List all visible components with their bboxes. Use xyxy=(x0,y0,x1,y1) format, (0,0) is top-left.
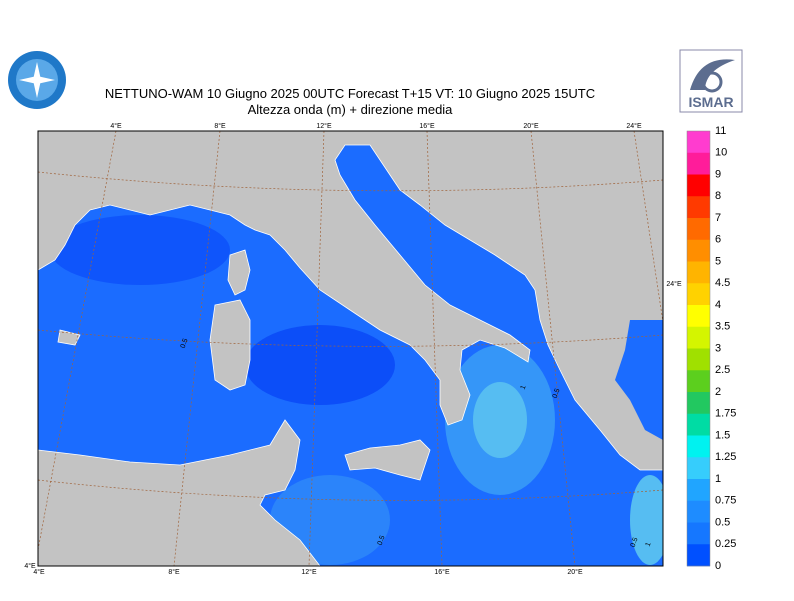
map xyxy=(38,131,663,566)
colorbar-label: 8 xyxy=(715,190,721,202)
colorbar-label: 1.75 xyxy=(715,408,736,420)
lon-label: 20°E xyxy=(523,122,539,130)
colorbar-label: 2 xyxy=(715,386,721,398)
colorbar-bin xyxy=(687,131,710,154)
logo-left xyxy=(8,51,66,109)
lon-label: 24°E xyxy=(666,280,682,288)
lon-label: 12°E xyxy=(301,568,317,576)
subtitle: Altezza onda (m) + direzione media xyxy=(248,102,454,117)
colorbar-label: 0.5 xyxy=(715,516,730,528)
lon-label: 20°E xyxy=(567,568,583,576)
colorbar-bin xyxy=(687,392,710,415)
colorbar-bin xyxy=(687,196,710,219)
colorbar-bin xyxy=(687,544,710,567)
colorbar-bin xyxy=(687,174,710,197)
lon-label: 16°E xyxy=(419,122,435,130)
lon-label: 4°E xyxy=(110,122,122,130)
colorbar-label: 2.5 xyxy=(715,364,730,376)
lon-label: 12°E xyxy=(316,122,332,130)
colorbar-bin xyxy=(687,457,710,480)
colorbar-bin xyxy=(687,348,710,371)
contour-label: 1 xyxy=(645,541,653,547)
colorbar-bin xyxy=(687,283,710,306)
contour-label: 0.5 xyxy=(630,537,640,549)
lon-label: 16°E xyxy=(434,568,450,576)
colorbar-bin xyxy=(687,239,710,262)
colorbar-label: 6 xyxy=(715,234,721,246)
colorbar-bin xyxy=(687,500,710,523)
colorbar-bin xyxy=(687,152,710,175)
colorbar-label: 5 xyxy=(715,255,721,267)
colorbar-label: 4 xyxy=(715,299,721,311)
lon-label: 8°E xyxy=(168,568,180,576)
contour-label: 0.5 xyxy=(552,388,562,400)
colorbar-label: 10 xyxy=(715,147,727,159)
lon-label: 8°E xyxy=(214,122,226,130)
contour-label: 0.5 xyxy=(180,338,190,350)
colorbar-label: 3.5 xyxy=(715,321,730,333)
colorbar-bin xyxy=(687,522,710,545)
colorbar-label: 11 xyxy=(715,125,726,137)
colorbar-bin xyxy=(687,305,710,328)
colorbar-bin xyxy=(687,435,710,458)
colorbar-bin xyxy=(687,326,710,349)
lon-label: 4°E xyxy=(33,568,45,576)
colorbar-frame xyxy=(686,130,711,567)
colorbar-label: 1 xyxy=(715,473,721,485)
colorbar-label: 1.5 xyxy=(715,429,730,441)
colorbar-bin xyxy=(687,261,710,284)
logo-right: ISMAR xyxy=(679,49,743,113)
title: NETTUNO-WAM 10 Giugno 2025 00UTC Forecas… xyxy=(105,86,595,101)
colorbar-label: 0.75 xyxy=(715,495,736,507)
colorbar-label: 0.25 xyxy=(715,538,736,550)
colorbar-bin xyxy=(687,479,710,502)
colorbar-label: 1.25 xyxy=(715,451,736,463)
colorbar-label: 4.5 xyxy=(715,277,730,289)
colorbar-label: 7 xyxy=(715,212,721,224)
logo-text: ISMAR xyxy=(688,94,733,110)
colorbar-bin xyxy=(687,370,710,393)
colorbar-label: 9 xyxy=(715,168,721,180)
colorbar-label: 3 xyxy=(715,342,721,354)
contour-label: 0.5 xyxy=(377,535,387,547)
map-frame xyxy=(37,130,664,567)
contour-label: 1 xyxy=(520,384,528,390)
colorbar-bin xyxy=(687,218,710,241)
colorbar-bin xyxy=(687,413,710,436)
colorbar-label: 0 xyxy=(715,560,721,572)
corner-label: 4°E xyxy=(24,562,36,570)
lon-label: 24°E xyxy=(626,122,642,130)
